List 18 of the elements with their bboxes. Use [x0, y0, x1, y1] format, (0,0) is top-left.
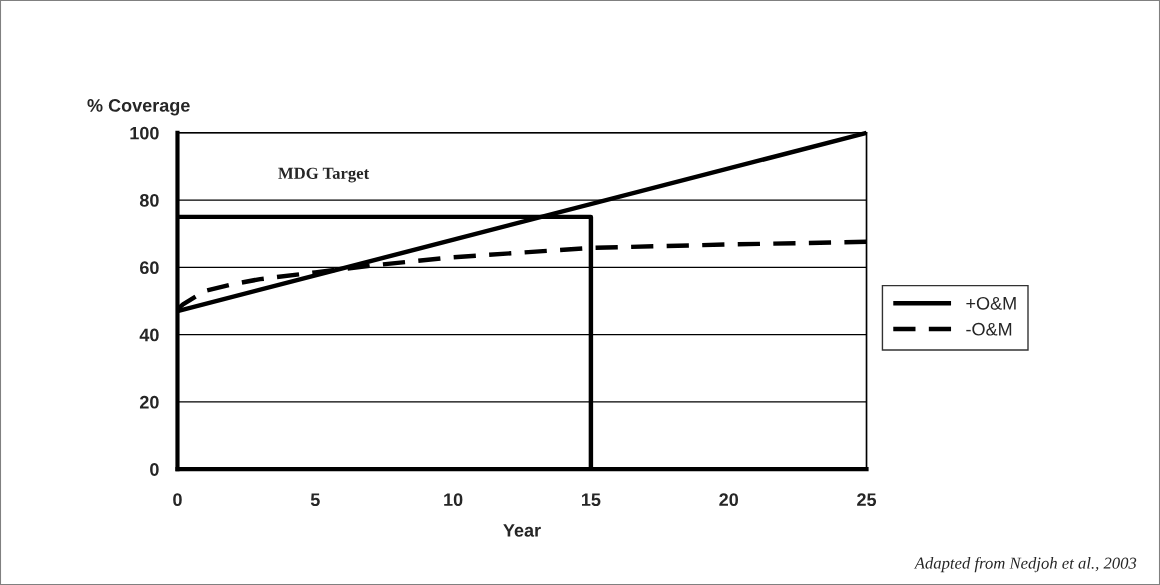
y-axis-title: % Coverage	[87, 99, 190, 116]
y-tick-label: 80	[139, 194, 159, 207]
x-tick-label: 15	[582, 493, 601, 507]
legend-label: +O&M	[966, 296, 1016, 310]
y-tick-label: 40	[139, 328, 159, 342]
legend-label: -O&M	[966, 322, 1012, 336]
y-tick-label: 20	[139, 395, 159, 409]
y-tick-label: 0	[150, 463, 159, 476]
x-tick-label: 0	[173, 493, 182, 507]
y-tick-label: 60	[140, 261, 159, 275]
text: Adapted from Nedjoh et al., 2003	[913, 556, 1137, 573]
annotation: MDG Target	[278, 167, 370, 183]
y-tick-label: 100	[130, 126, 159, 140]
x-tick-label: 10	[444, 493, 463, 507]
x-tick-label: 20	[719, 493, 739, 507]
x-axis-title: Year	[503, 524, 541, 537]
x-tick-label: 5	[310, 493, 320, 507]
x-tick-label: 25	[857, 493, 877, 507]
